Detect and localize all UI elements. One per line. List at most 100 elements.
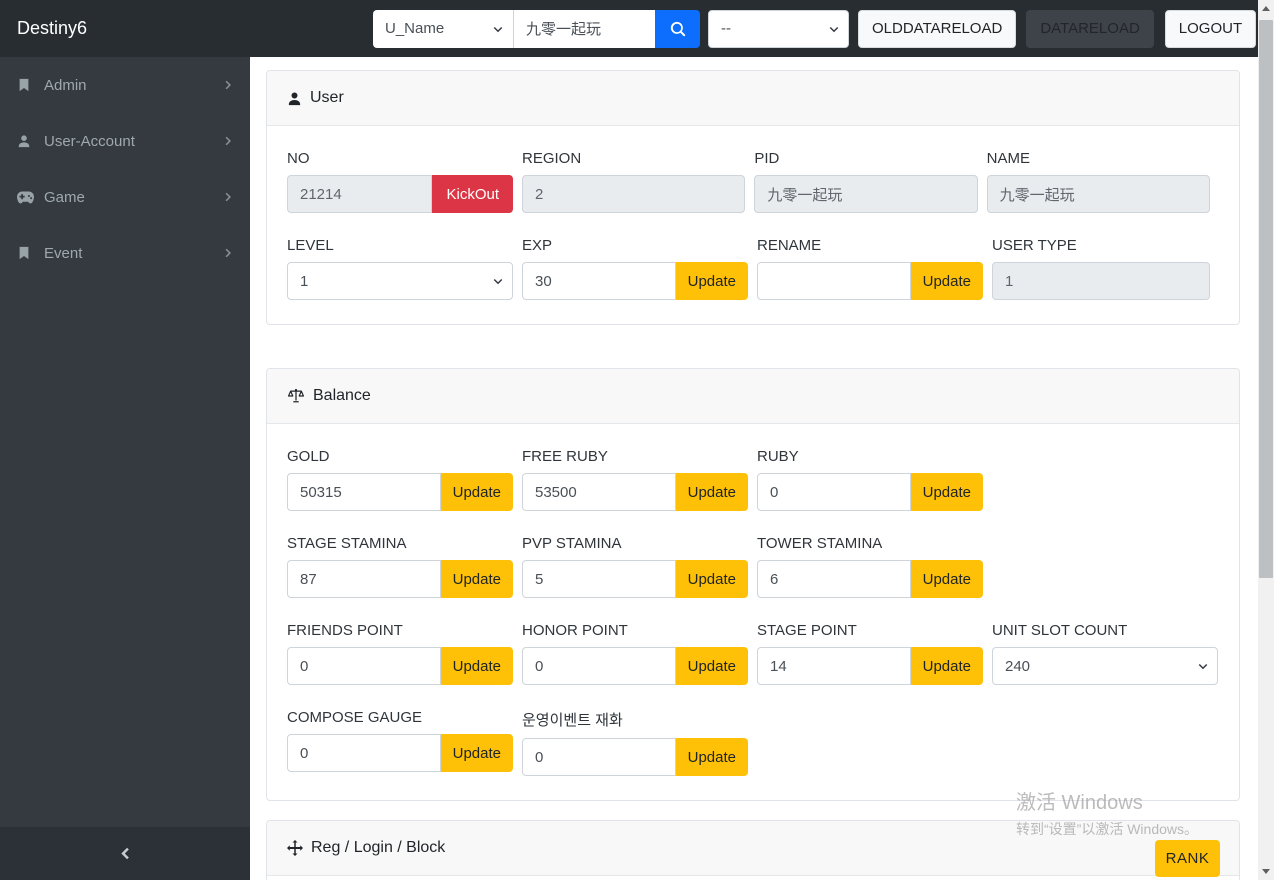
field-rename: RENAME Update — [757, 237, 983, 300]
field-region: REGION — [522, 150, 746, 213]
balance-scale-icon — [287, 388, 305, 404]
chevron-left-icon — [119, 847, 132, 860]
panel-title: User — [310, 89, 344, 106]
name-input — [986, 175, 1210, 213]
field-label: LEVEL — [287, 237, 334, 254]
field-stage-stamina: STAGE STAMINA Update — [287, 535, 513, 598]
scroll-up-arrow[interactable] — [1258, 0, 1274, 17]
unit-slot-count-select[interactable]: 240 — [992, 647, 1218, 685]
sidebar-item-user-account[interactable]: User-Account — [0, 113, 250, 169]
search-type-select-wrap: U_Name — [373, 9, 513, 48]
field-gold: GOLD Update — [287, 448, 513, 511]
gamepad-icon — [17, 191, 34, 204]
compose-gauge-input[interactable] — [287, 734, 441, 772]
chevron-right-icon — [223, 136, 233, 146]
level-select[interactable]: 1 — [287, 262, 513, 300]
balance-panel-body: GOLD Update FREE RUBY Update RUBY — [267, 424, 1239, 800]
reg-login-block-header: Reg / Login / Block — [267, 821, 1239, 876]
event-currency-input[interactable] — [522, 738, 676, 776]
field-pvp-stamina: PVP STAMINA Update — [522, 535, 748, 598]
event-currency-update-button[interactable]: Update — [675, 738, 748, 776]
rank-button[interactable]: RANK — [1155, 840, 1220, 877]
exp-update-button[interactable]: Update — [675, 262, 748, 300]
logout-button[interactable]: LOGOUT — [1164, 9, 1257, 48]
bookmark-icon — [17, 78, 34, 92]
stage-point-update-button[interactable]: Update — [910, 647, 983, 685]
field-user-type: USER TYPE — [992, 237, 1210, 300]
sidebar-item-label: Event — [44, 244, 83, 262]
field-label: STAGE STAMINA — [287, 535, 407, 552]
chevron-right-icon — [223, 80, 233, 90]
sidebar-item-event[interactable]: Event — [0, 225, 250, 281]
balance-panel: Balance GOLD Update FREE RUBY Update — [266, 368, 1240, 801]
bookmark-icon — [17, 246, 34, 260]
balance-row-1: GOLD Update FREE RUBY Update RUBY — [287, 448, 1219, 511]
olddatareload-button[interactable]: OLDDATARELOAD — [858, 9, 1017, 48]
field-unit-slot-count: UNIT SLOT COUNT 240 — [992, 622, 1218, 685]
chevron-right-icon — [223, 192, 233, 202]
field-label: FRIENDS POINT — [287, 622, 403, 639]
user-icon — [17, 134, 34, 148]
top-navbar: Destiny6 U_Name -- OLDDATARELOAD DATAREL… — [0, 0, 1258, 57]
field-label: EXP — [522, 237, 553, 254]
vertical-scrollbar[interactable] — [1258, 0, 1274, 880]
compose-gauge-update-button[interactable]: Update — [440, 734, 513, 772]
stage-stamina-input[interactable] — [287, 560, 441, 598]
field-label: 운영이벤트 재화 — [522, 712, 623, 729]
balance-row-4: COMPOSE GAUGE Update 운영이벤트 재화 Update — [287, 709, 1219, 776]
triangle-up-icon — [1262, 6, 1270, 11]
gold-input[interactable] — [287, 473, 441, 511]
exp-input[interactable] — [522, 262, 676, 300]
field-free-ruby: FREE RUBY Update — [522, 448, 748, 511]
field-exp: EXP Update — [522, 237, 748, 300]
search-input[interactable] — [513, 9, 655, 48]
scroll-down-arrow[interactable] — [1258, 863, 1274, 880]
field-honor-point: HONOR POINT Update — [522, 622, 748, 685]
honor-point-update-button[interactable]: Update — [675, 647, 748, 685]
field-label: RUBY — [757, 448, 799, 465]
arrows-move-icon — [287, 840, 303, 856]
kickout-button[interactable]: KickOut — [432, 175, 513, 213]
field-label: STAGE POINT — [757, 622, 857, 639]
free-ruby-update-button[interactable]: Update — [675, 473, 748, 511]
stage-stamina-update-button[interactable]: Update — [440, 560, 513, 598]
free-ruby-input[interactable] — [522, 473, 676, 511]
ruby-input[interactable] — [757, 473, 911, 511]
tower-stamina-input[interactable] — [757, 560, 911, 598]
filter-select[interactable]: -- — [708, 9, 849, 48]
field-label: PVP STAMINA — [522, 535, 622, 552]
tower-stamina-update-button[interactable]: Update — [910, 560, 983, 598]
user-panel-body: NO KickOut REGION PID NAME — [267, 126, 1239, 324]
search-type-select[interactable]: U_Name — [373, 9, 513, 48]
triangle-down-icon — [1262, 869, 1270, 874]
pvp-stamina-update-button[interactable]: Update — [675, 560, 748, 598]
scrollbar-thumb[interactable] — [1259, 20, 1273, 578]
reg-login-block-panel: Reg / Login / Block — [266, 820, 1240, 880]
field-pid: PID — [754, 150, 978, 213]
gold-update-button[interactable]: Update — [440, 473, 513, 511]
datareload-button: DATARELOAD — [1026, 9, 1154, 48]
rename-input[interactable] — [757, 262, 911, 300]
ruby-update-button[interactable]: Update — [910, 473, 983, 511]
field-label: REGION — [522, 150, 582, 167]
panel-title: Reg / Login / Block — [311, 839, 446, 856]
sidebar-item-game[interactable]: Game — [0, 169, 250, 225]
search-button[interactable] — [655, 9, 700, 48]
user-row-2: LEVEL 1 EXP Update — [287, 237, 1219, 300]
panel-title: Balance — [313, 387, 371, 404]
field-label: TOWER STAMINA — [757, 535, 883, 552]
pvp-stamina-input[interactable] — [522, 560, 676, 598]
friends-point-input[interactable] — [287, 647, 441, 685]
sidebar-item-admin[interactable]: Admin — [0, 57, 250, 113]
main-content: User NO KickOut REGION PID — [250, 57, 1258, 880]
sidebar-collapse-button[interactable] — [0, 827, 250, 880]
honor-point-input[interactable] — [522, 647, 676, 685]
brand: Destiny6 — [17, 18, 88, 38]
field-label: NAME — [986, 150, 1030, 167]
field-label: HONOR POINT — [522, 622, 628, 639]
stage-point-input[interactable] — [757, 647, 911, 685]
rename-update-button[interactable]: Update — [910, 262, 983, 300]
no-input — [287, 175, 433, 213]
friends-point-update-button[interactable]: Update — [440, 647, 513, 685]
field-no: NO KickOut — [287, 150, 513, 213]
